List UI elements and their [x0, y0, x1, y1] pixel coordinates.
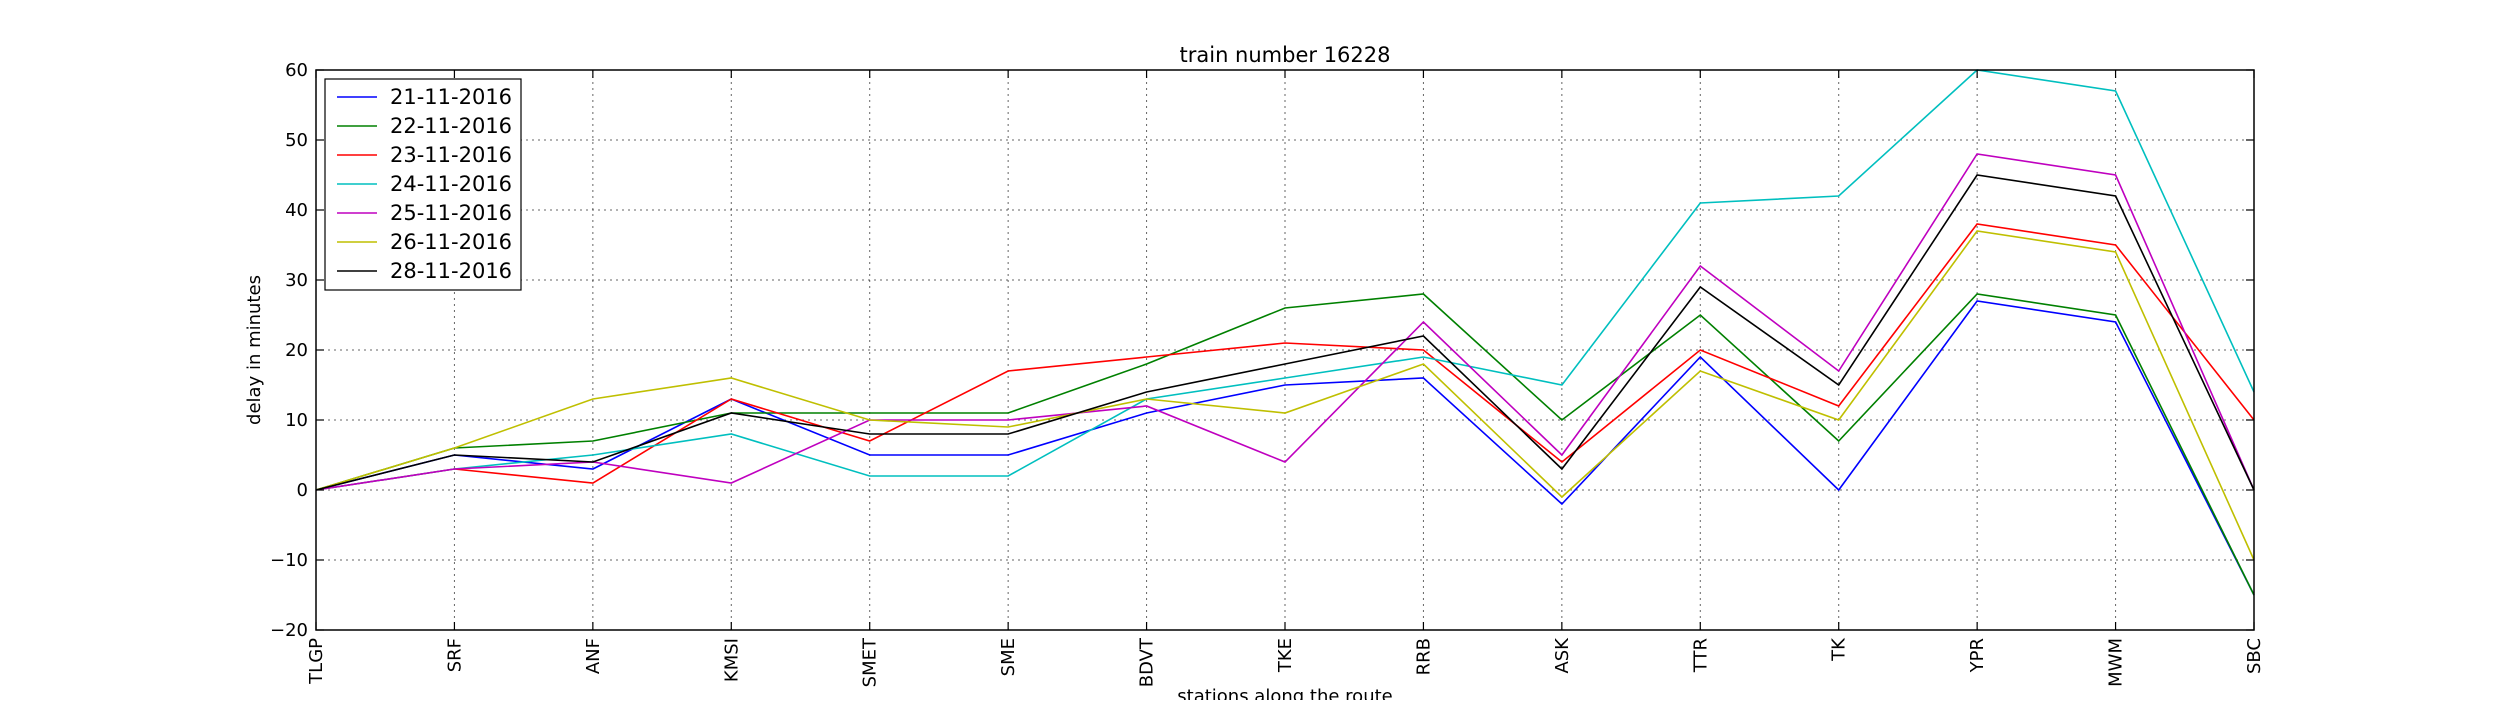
y-tick-label: 50 — [285, 130, 308, 151]
y-tick-label: 20 — [285, 340, 308, 361]
x-tick-label: RRB — [1413, 638, 1434, 675]
y-tick-label: 60 — [285, 60, 308, 81]
y-tick-label: −10 — [270, 550, 308, 571]
x-tick-label: TKE — [1275, 638, 1296, 673]
y-tick-label: 10 — [285, 410, 308, 431]
axis-ticks: −20 −10 0 10 20 30 40 50 60 TLGP SRF ANF KMSI SMET SME… — [270, 60, 2265, 687]
legend-label: 22-11-2016 — [390, 114, 512, 138]
x-tick-label: BDVT — [1137, 637, 1158, 687]
x-tick-label: YPR — [1967, 638, 1988, 673]
y-axis-label: delay in minutes — [244, 275, 265, 425]
x-tick-label: ASK — [1552, 637, 1573, 674]
series-line — [315, 174, 2255, 491]
legend-label: 25-11-2016 — [390, 201, 512, 225]
grid — [316, 70, 2254, 630]
x-tick-label: MWM — [2106, 638, 2127, 687]
x-tick-label: SBC — [2244, 638, 2265, 674]
y-tick-label: 30 — [285, 270, 308, 291]
series-line — [315, 293, 2255, 596]
series-lines — [315, 69, 2255, 596]
x-tick-label: SMET — [860, 637, 881, 687]
legend-label: 23-11-2016 — [390, 143, 512, 167]
legend-label: 24-11-2016 — [390, 172, 512, 196]
legend-label: 21-11-2016 — [390, 85, 512, 109]
series-line — [315, 223, 2255, 491]
series-line — [315, 230, 2255, 561]
x-tick-label: SME — [998, 638, 1019, 676]
legend: 21-11-2016 22-11-2016 23-11-2016 24-11-2016… — [324, 78, 522, 291]
legend-label: 28-11-2016 — [390, 259, 512, 283]
y-tick-label: 0 — [297, 480, 308, 501]
x-tick-label: TK — [1829, 637, 1850, 662]
x-axis-label: stations along the route — [1177, 686, 1392, 700]
x-tick-label: SRF — [444, 638, 465, 672]
y-tick-label: −20 — [270, 620, 308, 641]
chart-title: train number 16228 — [1180, 43, 1391, 67]
y-tick-label: 40 — [285, 200, 308, 221]
x-tick-label: KMSI — [721, 638, 742, 682]
x-tick-label: TLGP — [306, 638, 327, 685]
series-line — [315, 153, 2255, 491]
x-tick-label: TTR — [1690, 638, 1711, 673]
series-line — [315, 69, 2255, 491]
x-tick-label: ANF — [583, 638, 604, 674]
legend-label: 26-11-2016 — [390, 230, 512, 254]
